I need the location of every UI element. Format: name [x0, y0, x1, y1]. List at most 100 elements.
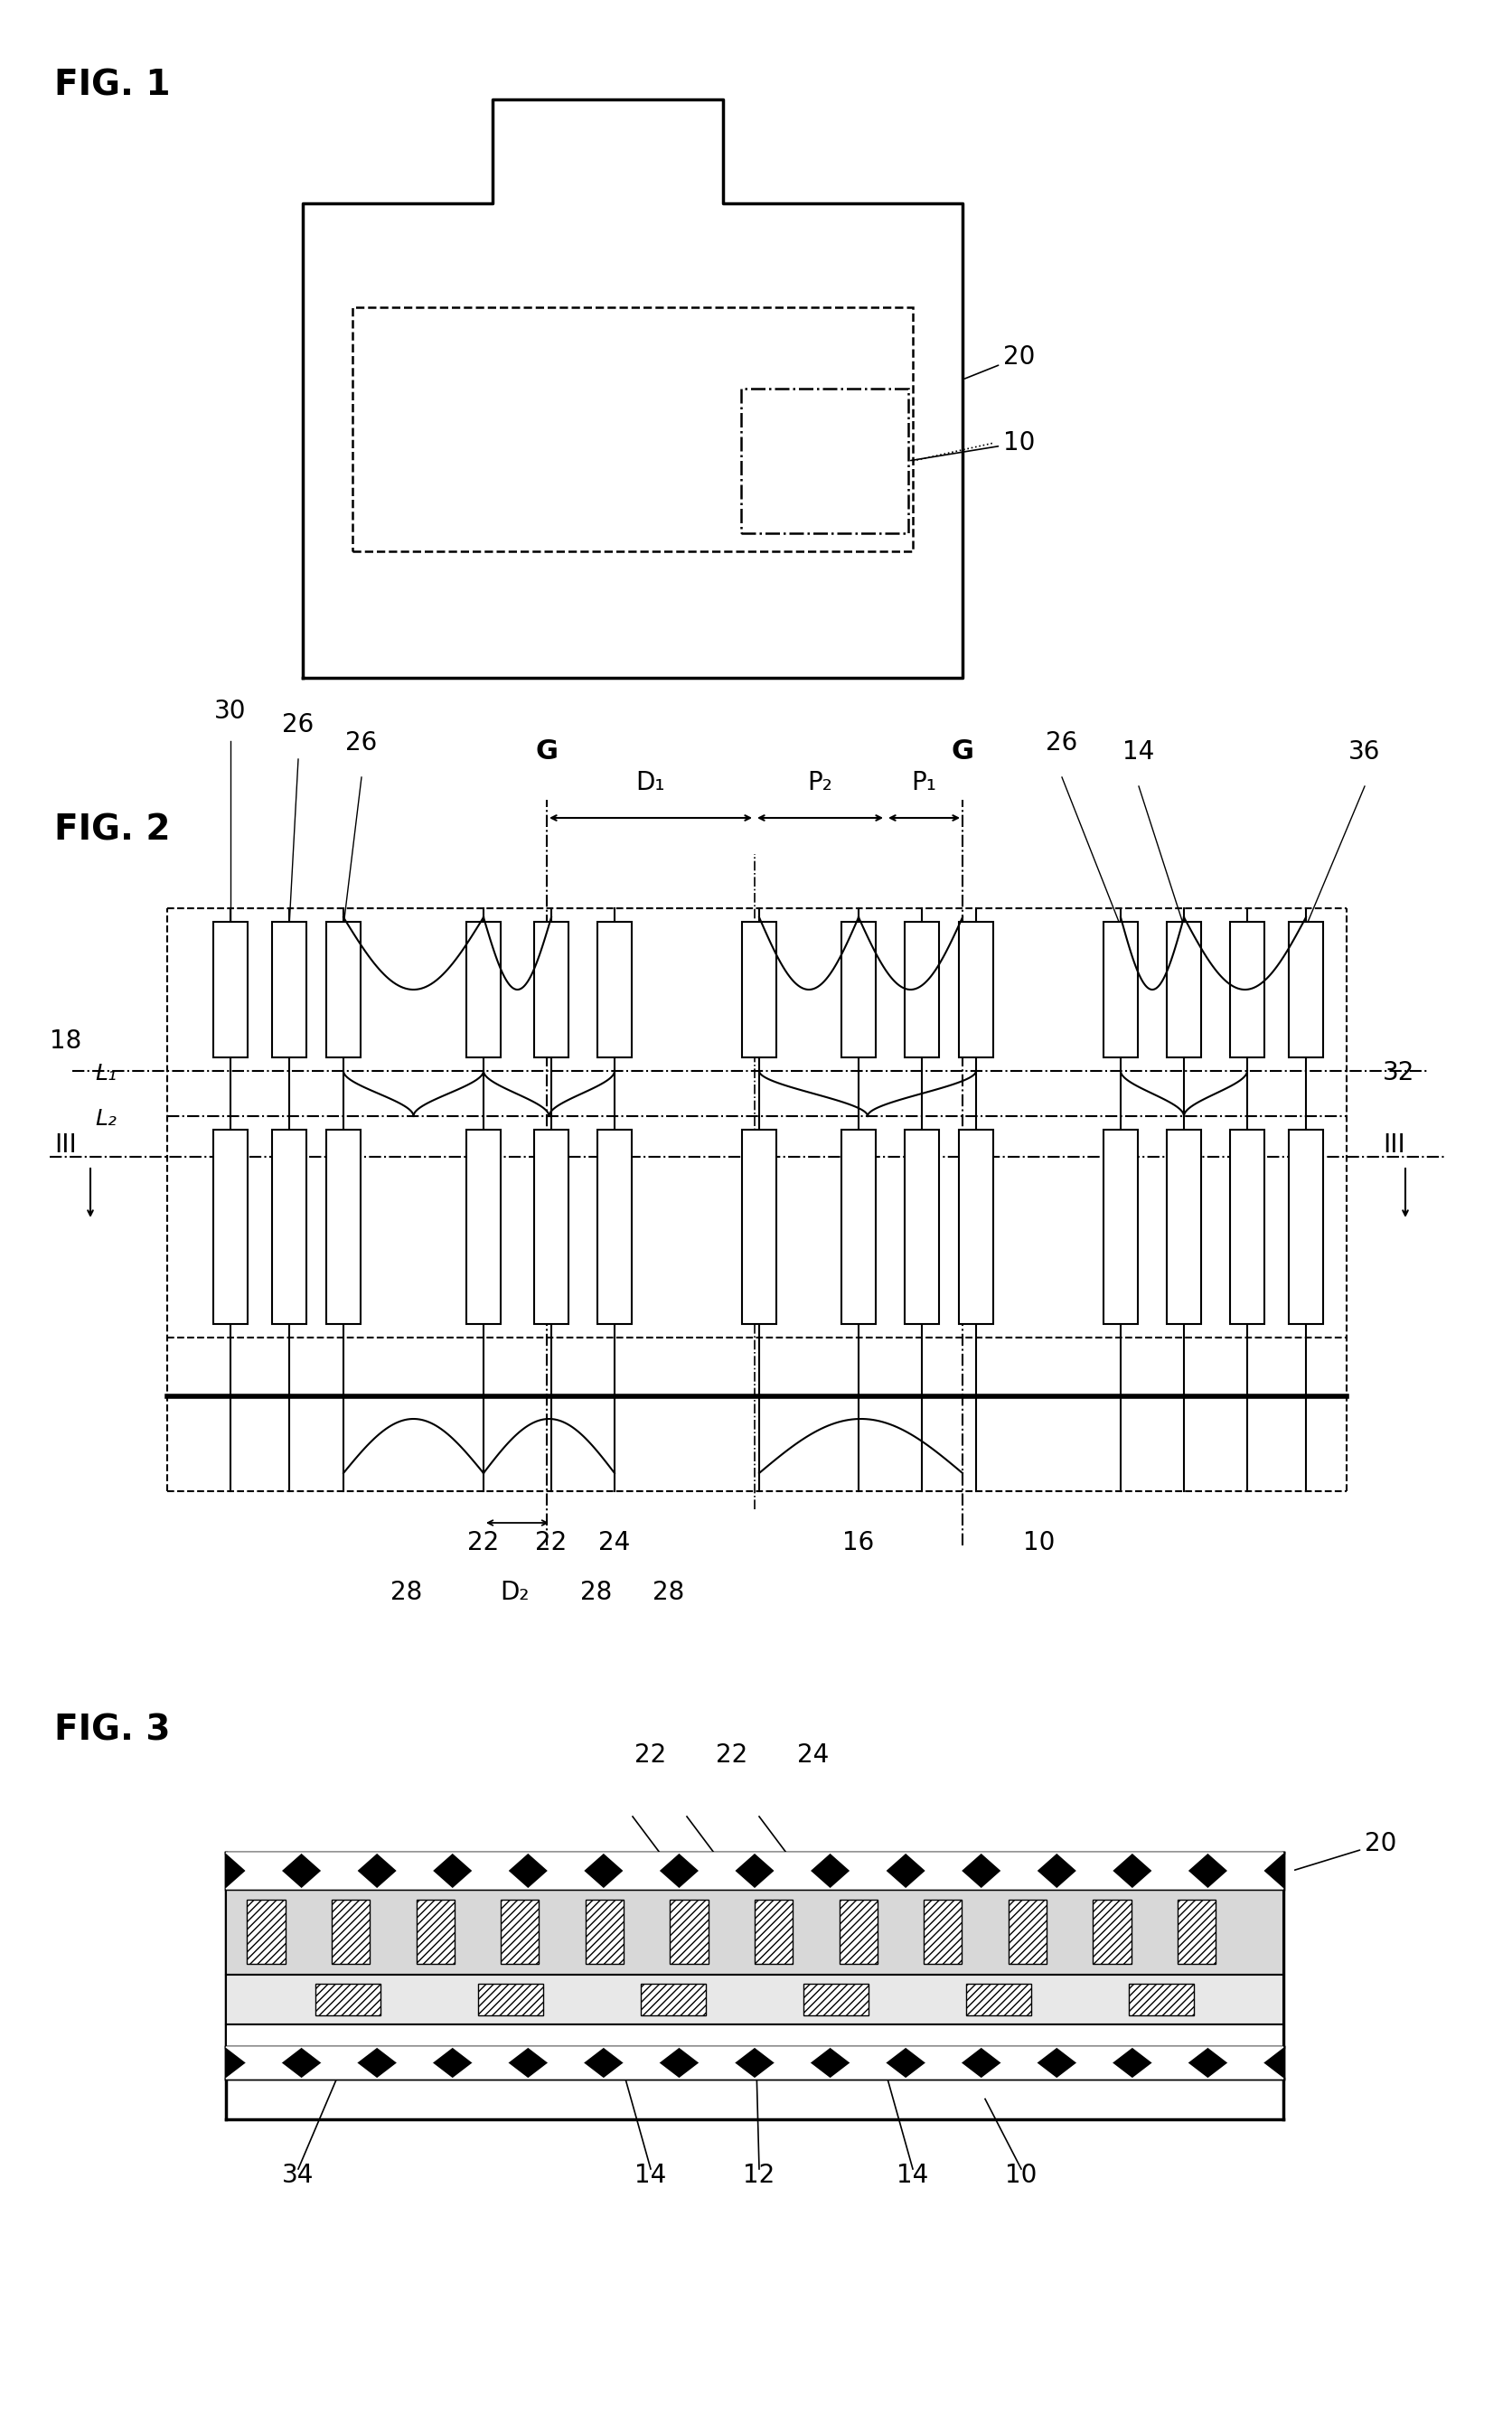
Text: 14: 14: [635, 2162, 667, 2189]
Bar: [1166, 922, 1201, 1058]
Polygon shape: [301, 1853, 376, 1887]
Polygon shape: [1131, 2048, 1207, 2077]
Bar: [466, 1131, 500, 1323]
Bar: [741, 1131, 776, 1323]
Bar: [327, 922, 360, 1058]
Polygon shape: [679, 2048, 754, 2077]
Polygon shape: [301, 2048, 376, 2077]
Text: 10: 10: [910, 430, 1034, 460]
Bar: [225, 2023, 1282, 2048]
Polygon shape: [906, 2048, 981, 2077]
Bar: [352, 306, 912, 552]
Polygon shape: [981, 2050, 1055, 2079]
Bar: [213, 1131, 248, 1323]
Text: 12: 12: [742, 2162, 774, 2189]
Bar: [534, 1131, 569, 1323]
Bar: [225, 1890, 1282, 1975]
Bar: [478, 1985, 543, 2016]
Bar: [225, 1853, 1282, 1890]
Text: 14: 14: [897, 2162, 928, 2189]
Text: L₁: L₁: [95, 1063, 116, 1085]
Polygon shape: [1055, 1853, 1131, 1887]
Bar: [1288, 1131, 1323, 1323]
Bar: [1166, 1131, 1201, 1323]
Text: 28: 28: [390, 1581, 422, 1605]
Text: 22: 22: [535, 1530, 567, 1556]
Text: 32: 32: [1382, 1060, 1414, 1085]
Text: 26: 26: [1045, 730, 1077, 756]
Text: 24: 24: [599, 1530, 631, 1556]
Polygon shape: [906, 2050, 981, 2079]
Polygon shape: [830, 2050, 906, 2079]
Text: 10: 10: [1004, 2162, 1037, 2189]
Polygon shape: [225, 2050, 301, 2079]
Polygon shape: [1131, 1856, 1207, 1890]
Bar: [331, 1899, 369, 1965]
Text: 18: 18: [50, 1029, 82, 1053]
Polygon shape: [830, 1853, 906, 1887]
Bar: [904, 1131, 939, 1323]
Polygon shape: [981, 2048, 1055, 2077]
Polygon shape: [754, 1856, 830, 1890]
Text: 20: 20: [965, 345, 1034, 379]
Polygon shape: [301, 2050, 376, 2079]
Bar: [1229, 922, 1264, 1058]
Polygon shape: [754, 1853, 830, 1887]
Text: P₂: P₂: [807, 771, 832, 795]
Polygon shape: [754, 2048, 830, 2077]
Polygon shape: [528, 2050, 603, 2079]
Polygon shape: [452, 2048, 528, 2077]
Text: G: G: [535, 739, 558, 764]
Bar: [741, 389, 907, 533]
Polygon shape: [1055, 2048, 1131, 2077]
Polygon shape: [452, 1853, 528, 1887]
Polygon shape: [1131, 1853, 1207, 1887]
Bar: [327, 1131, 360, 1323]
Polygon shape: [679, 1856, 754, 1890]
Text: 28: 28: [653, 1581, 685, 1605]
Polygon shape: [906, 1856, 981, 1890]
Text: L₂: L₂: [95, 1109, 116, 1131]
Polygon shape: [452, 2050, 528, 2079]
Polygon shape: [528, 1853, 603, 1887]
Polygon shape: [830, 2048, 906, 2077]
Text: FIG. 1: FIG. 1: [54, 68, 171, 102]
Bar: [1102, 922, 1137, 1058]
Bar: [213, 922, 248, 1058]
Polygon shape: [603, 2050, 679, 2079]
Text: D₂: D₂: [500, 1581, 529, 1605]
Polygon shape: [981, 1853, 1055, 1887]
Polygon shape: [528, 2048, 603, 2077]
Text: III: III: [1382, 1133, 1405, 1158]
Polygon shape: [376, 2050, 452, 2079]
Text: 24: 24: [797, 1741, 829, 1768]
Bar: [272, 1131, 307, 1323]
Bar: [225, 1975, 1282, 2023]
Bar: [1229, 1131, 1264, 1323]
Polygon shape: [376, 1856, 452, 1890]
Polygon shape: [1055, 1856, 1131, 1890]
Bar: [1176, 1899, 1216, 1965]
Bar: [1128, 1985, 1193, 2016]
Text: 16: 16: [842, 1530, 874, 1556]
Text: 26: 26: [345, 730, 376, 756]
Bar: [966, 1985, 1031, 2016]
Text: D₁: D₁: [635, 771, 665, 795]
Text: 14: 14: [1122, 739, 1154, 764]
Polygon shape: [906, 1853, 981, 1887]
Polygon shape: [603, 1853, 679, 1887]
Text: 30: 30: [215, 698, 246, 725]
Bar: [1092, 1899, 1131, 1965]
Bar: [841, 922, 875, 1058]
Bar: [314, 1985, 380, 2016]
Bar: [597, 1131, 632, 1323]
Bar: [741, 922, 776, 1058]
Bar: [225, 2048, 1282, 2079]
Polygon shape: [376, 2048, 452, 2077]
Bar: [841, 1131, 875, 1323]
Bar: [641, 1985, 706, 2016]
Polygon shape: [528, 1856, 603, 1890]
Text: 22: 22: [635, 1741, 667, 1768]
Bar: [924, 1899, 962, 1965]
Text: 34: 34: [283, 2162, 314, 2189]
